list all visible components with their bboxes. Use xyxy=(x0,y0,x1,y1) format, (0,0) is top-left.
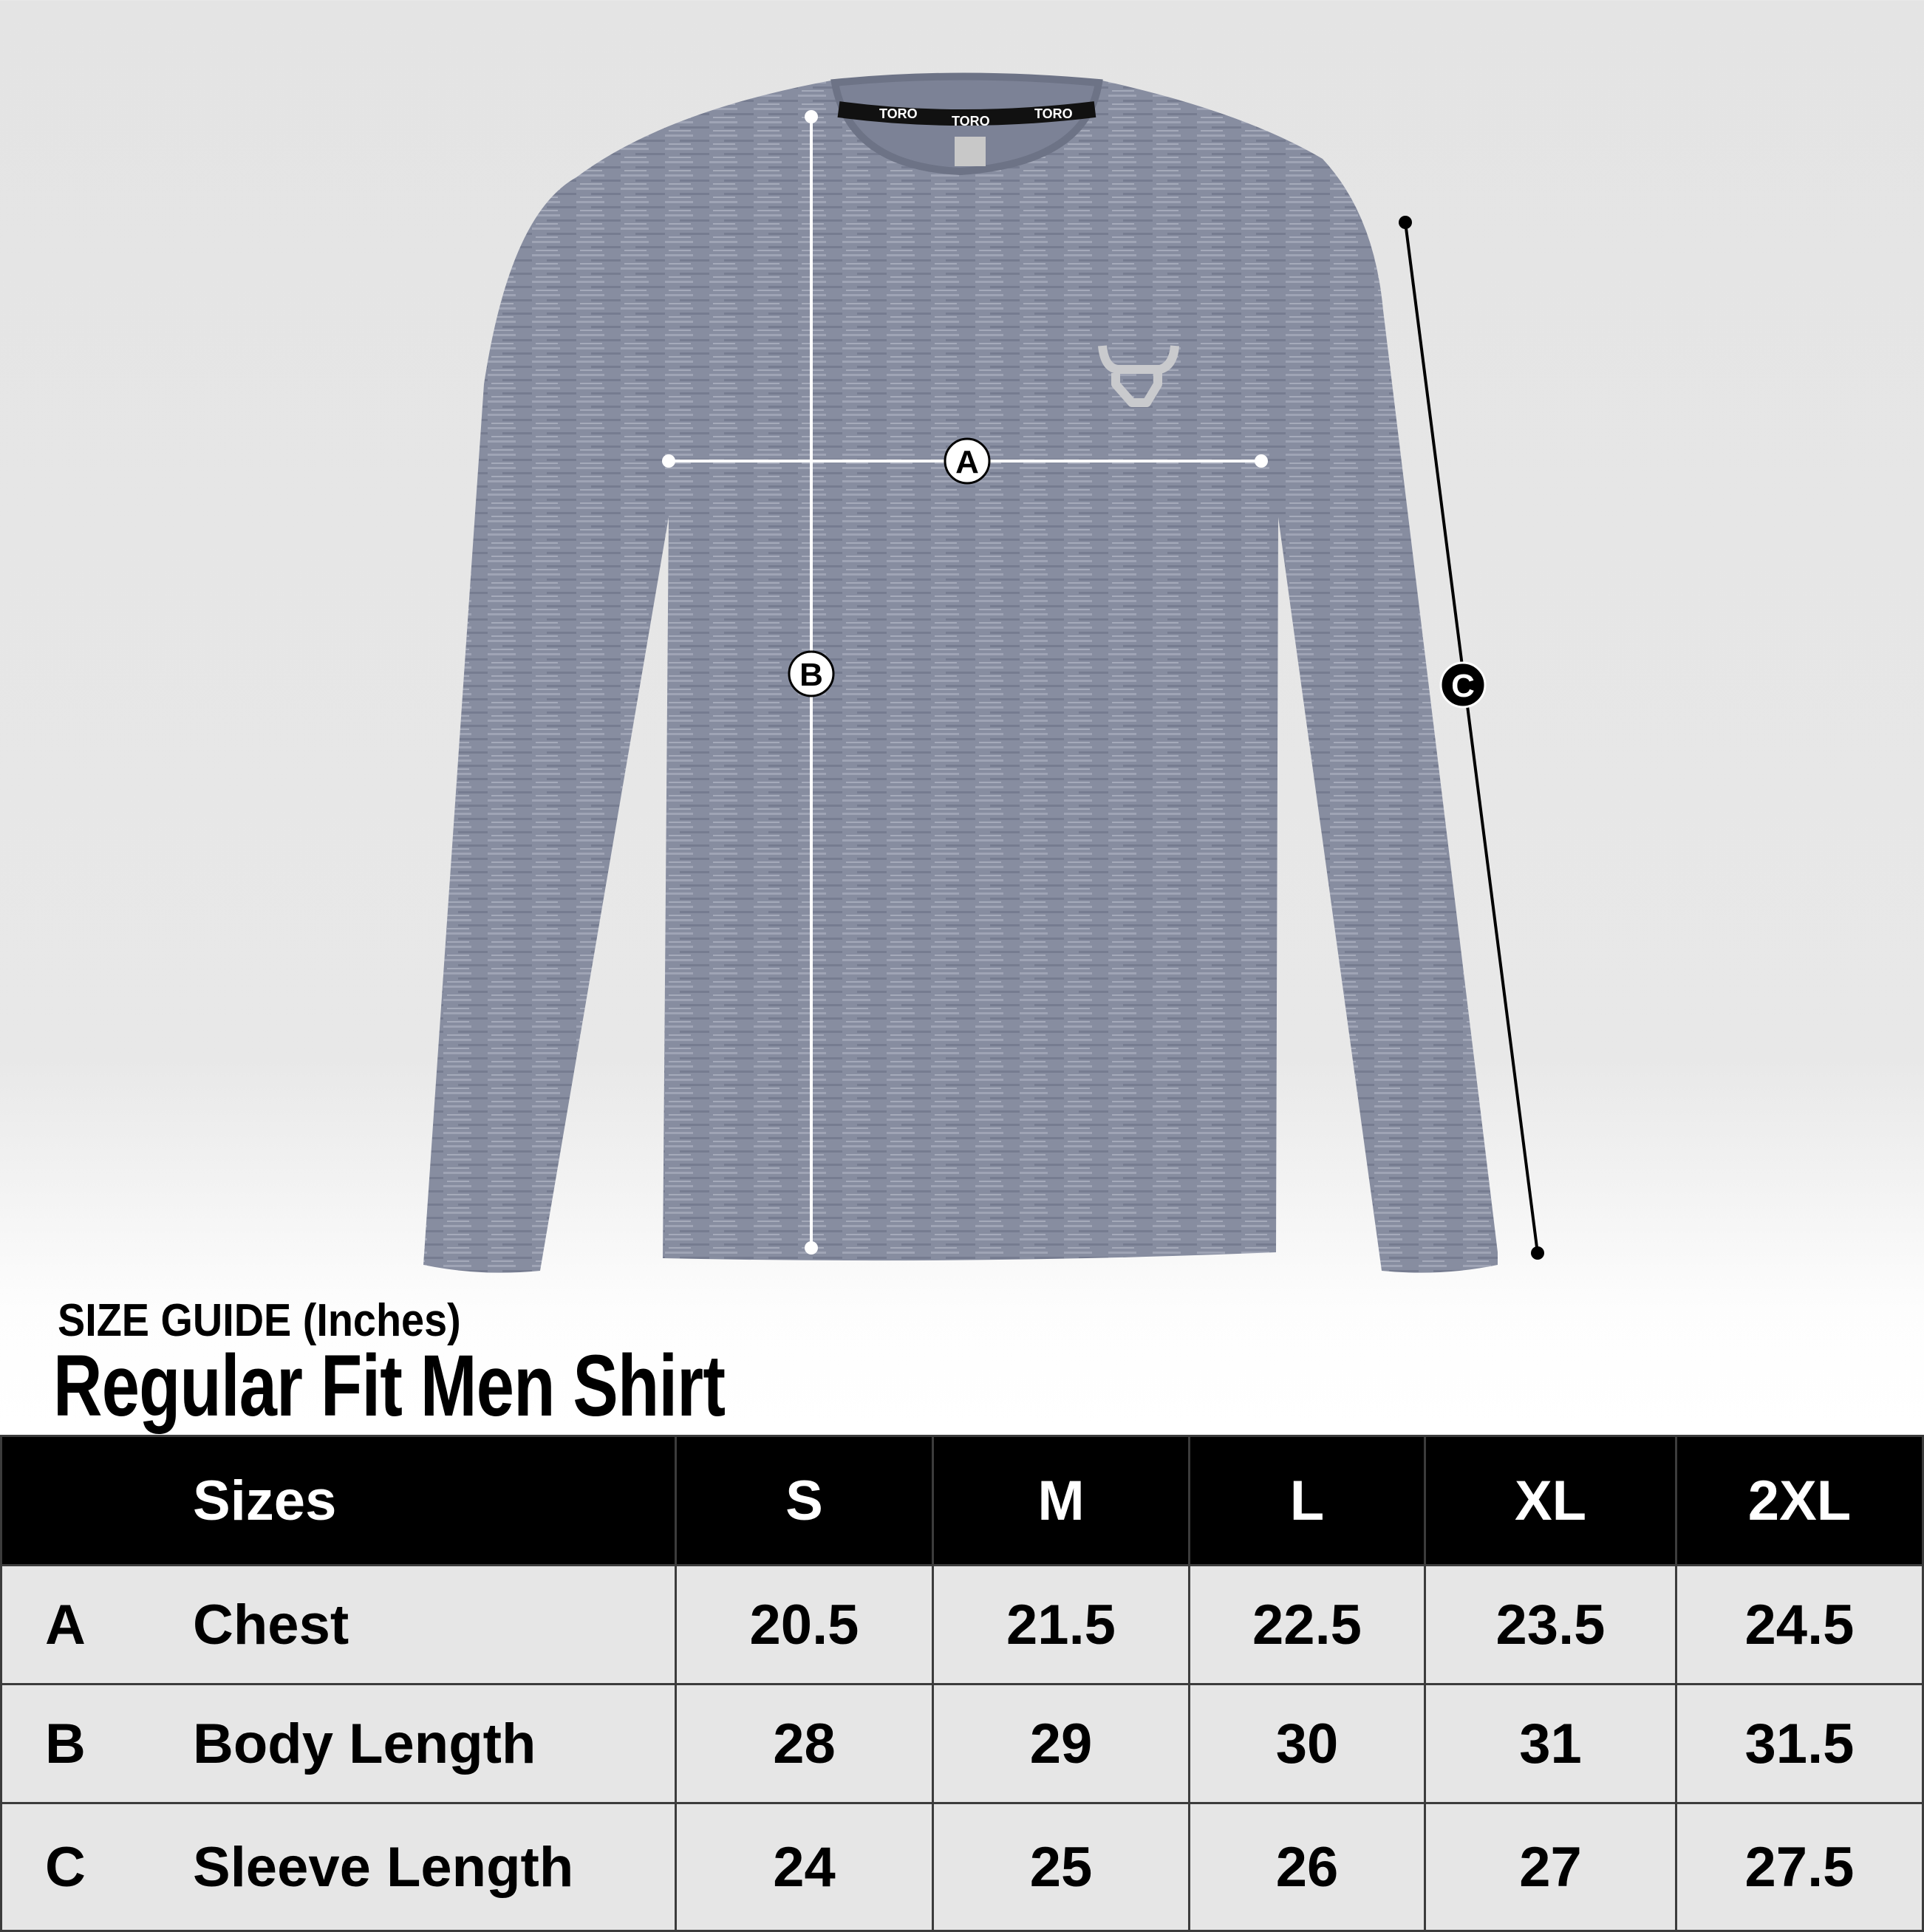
cell-value: 29 xyxy=(932,1683,1190,1804)
header-size: M xyxy=(932,1435,1190,1566)
header-size: S xyxy=(675,1435,934,1566)
marker-a-label: A xyxy=(955,444,979,480)
cell-value: 31.5 xyxy=(1675,1683,1924,1804)
row-name: Body Length xyxy=(193,1712,536,1775)
row-name: Chest xyxy=(193,1593,349,1656)
cell-value: 22.5 xyxy=(1188,1564,1426,1685)
row-letter: B xyxy=(45,1712,86,1775)
cell-value: 24.5 xyxy=(1675,1564,1924,1685)
shirt-body xyxy=(423,80,1498,1273)
marker-b xyxy=(788,650,835,697)
cell-value: 20.5 xyxy=(675,1564,934,1685)
cell-value: 26 xyxy=(1188,1802,1426,1932)
marker-c-label: C xyxy=(1451,668,1475,704)
table-row: B Body Length 28 29 30 31 31.5 xyxy=(0,1683,1924,1804)
page-title: Regular Fit Men Shirt xyxy=(53,1337,726,1435)
header-size: L xyxy=(1188,1435,1426,1566)
cell-value: 27 xyxy=(1424,1802,1677,1932)
shirt-illustration: TORO TORO TORO A B C xyxy=(423,72,1544,1273)
size-guide-subtitle: SIZE GUIDE (Inches) xyxy=(58,1295,461,1346)
row-name: Sleeve Length xyxy=(193,1835,574,1899)
cell-value: 25 xyxy=(932,1802,1190,1932)
marker-c xyxy=(1439,661,1487,709)
header-sizes: Sizes xyxy=(0,1435,677,1566)
sleeve-length-measure-line xyxy=(1404,222,1539,1254)
bull-logo-icon xyxy=(1098,345,1179,407)
cell-value: 21.5 xyxy=(932,1564,1190,1685)
cell-value: 24 xyxy=(675,1802,934,1932)
table-row: C Sleeve Length 24 25 26 27 27.5 xyxy=(0,1802,1924,1932)
row-letter: A xyxy=(45,1593,86,1656)
collar-brand-text: TORO xyxy=(952,114,990,129)
marker-b-label: B xyxy=(799,657,823,693)
table-row: A Chest 20.5 21.5 22.5 23.5 24.5 xyxy=(0,1564,1924,1685)
marker-a xyxy=(944,437,991,485)
cell-value: 23.5 xyxy=(1424,1564,1677,1685)
header-size: XL xyxy=(1424,1435,1677,1566)
collar-brand-text: TORO xyxy=(879,106,918,121)
table-header-row: Sizes S M L XL 2XL xyxy=(0,1435,1924,1566)
cell-value: 27.5 xyxy=(1675,1802,1924,1932)
collar-brand-text: TORO xyxy=(1034,106,1073,121)
cell-value: 31 xyxy=(1424,1683,1677,1804)
collar-label xyxy=(955,137,986,166)
cell-value: 28 xyxy=(675,1683,934,1804)
header-size: 2XL xyxy=(1675,1435,1924,1566)
cell-value: 30 xyxy=(1188,1683,1426,1804)
collar-tape xyxy=(837,101,1096,126)
row-letter: C xyxy=(45,1835,86,1899)
size-table: Sizes S M L XL 2XL A Chest 20.5 21.5 22.5… xyxy=(0,1435,1924,1932)
